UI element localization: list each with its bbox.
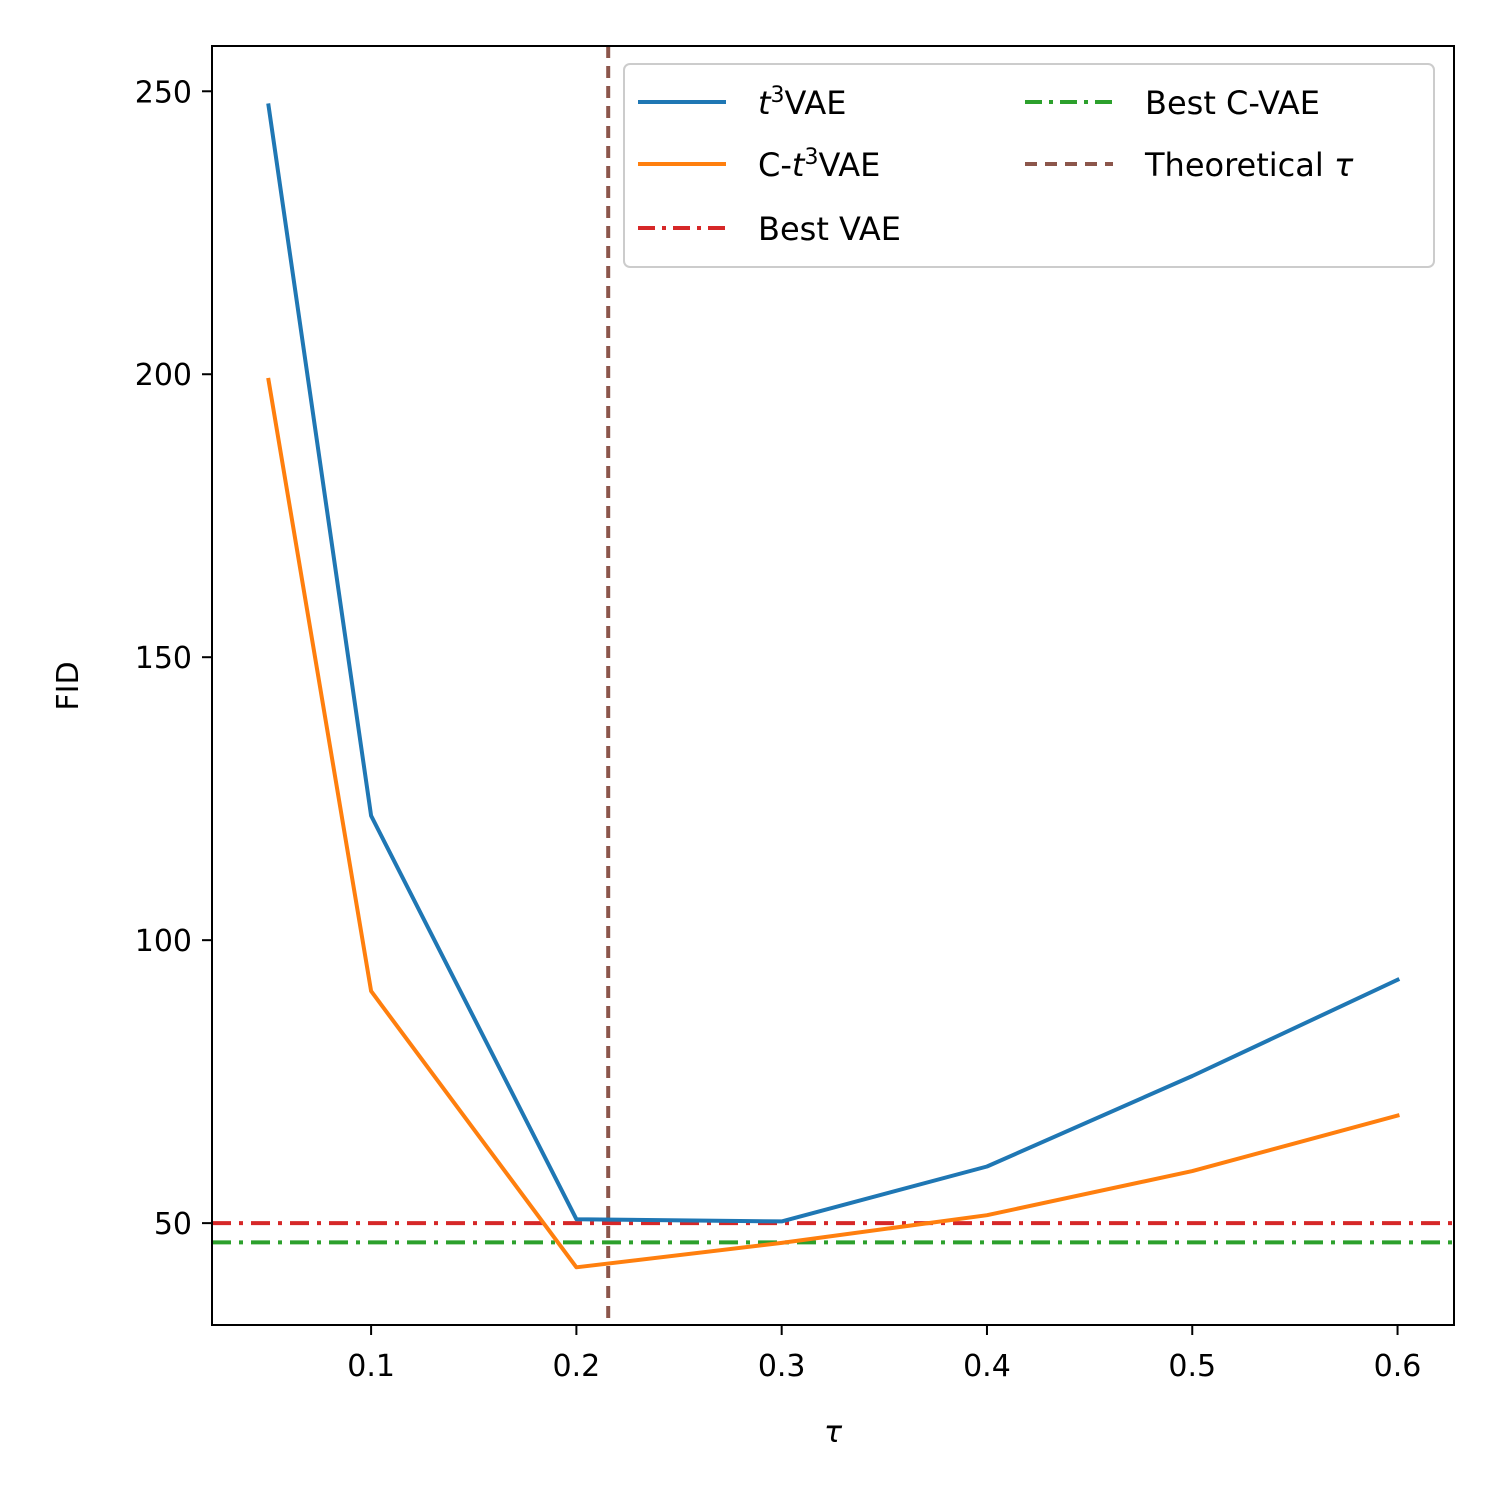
axes-frame (211, 45, 1455, 1326)
y-tick-label: 250 (135, 75, 192, 110)
legend-label: t3VAE (758, 83, 847, 122)
x-tick-label: 0.4 (963, 1349, 1011, 1384)
legend-item-best-vae: Best VAE (638, 210, 901, 248)
y-axis: 50 100 150 200 250 (135, 75, 212, 1242)
x-axis: 0.1 0.2 0.3 0.4 0.5 0.6 (347, 1325, 1421, 1384)
x-tick-label: 0.5 (1168, 1349, 1216, 1384)
legend-item-c-t3vae: C-t3VAE (638, 145, 880, 184)
legend-label: Theoretical τ (1144, 146, 1354, 184)
x-tick-label: 0.1 (347, 1349, 395, 1384)
legend-item-best-c-vae: Best C-VAE (1025, 84, 1320, 122)
y-tick-label: 50 (154, 1207, 192, 1242)
y-axis-title: FID (51, 661, 86, 710)
legend-item-theoretical-tau: Theoretical τ (1025, 146, 1354, 184)
t3vae-series-line (266, 103, 1401, 1224)
legend-label: Best VAE (758, 210, 901, 248)
legend: t3VAE C-t3VAE Best VAE Best C-VAE Theoretica… (623, 63, 1435, 268)
plot-area (212, 46, 1454, 1325)
c-t3vae-series-line (266, 377, 1400, 1270)
y-tick-label: 150 (135, 641, 192, 676)
x-tick-label: 0.3 (758, 1349, 806, 1384)
x-axis-title: τ (824, 1415, 843, 1450)
legend-label: Best C-VAE (1145, 84, 1320, 122)
plot-series (212, 46, 1454, 1325)
y-tick-label: 100 (135, 924, 192, 959)
y-tick-label: 200 (135, 358, 192, 393)
legend-item-t3vae: t3VAE (638, 83, 847, 122)
x-tick-label: 0.2 (553, 1349, 601, 1384)
x-tick-label: 0.6 (1374, 1349, 1422, 1384)
legend-label: C-t3VAE (758, 145, 880, 184)
